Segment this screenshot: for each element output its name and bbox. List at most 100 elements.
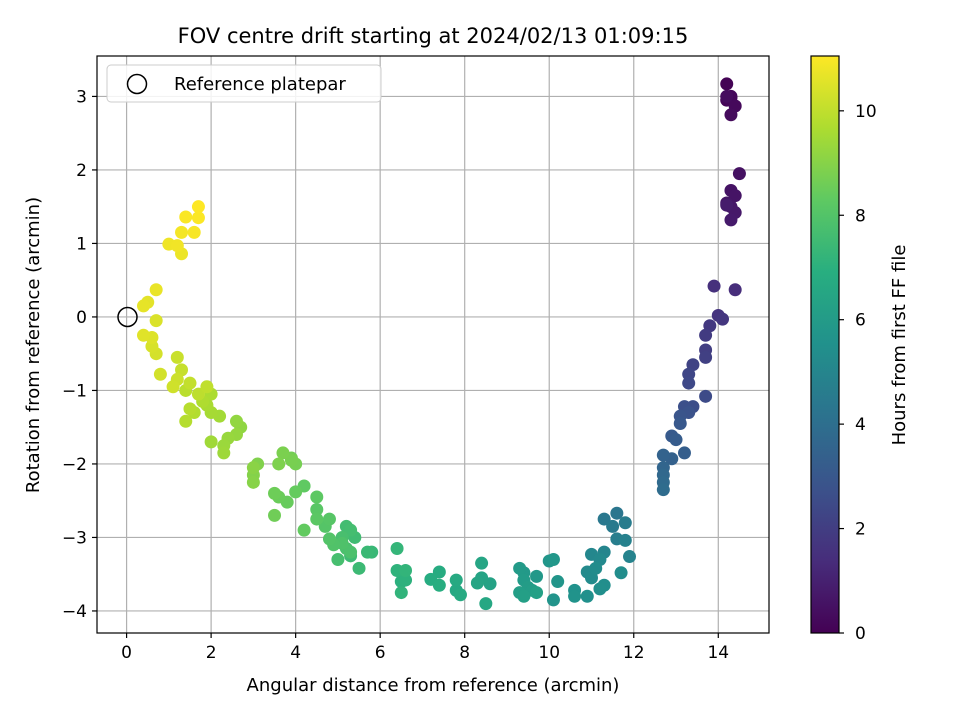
scatter-point xyxy=(618,516,632,530)
scatter-point xyxy=(183,402,197,416)
scatter-point xyxy=(618,533,632,547)
scatter-point xyxy=(344,523,358,537)
scatter-point xyxy=(720,89,734,103)
scatter-point xyxy=(610,506,624,520)
scatter-point xyxy=(432,578,446,592)
scatter-point xyxy=(568,589,582,603)
scatter-point xyxy=(246,475,260,489)
scatter-point xyxy=(170,350,184,364)
y-axis-label: Rotation from reference (arcmin) xyxy=(23,197,44,493)
plot-frame xyxy=(96,55,770,634)
scatter-point xyxy=(669,433,683,447)
x-axis-label: Angular distance from reference (arcmin) xyxy=(247,675,620,696)
colorbar-tick-label: 10 xyxy=(855,102,877,122)
colorbar-ticks: 0 2 4 6 8 10 xyxy=(839,102,877,644)
scatter-point xyxy=(551,575,565,589)
y-axis-ticks: −4 −3 −2 −1 0 1 2 3 xyxy=(62,87,97,622)
scatter-point xyxy=(399,564,413,578)
scatter-point xyxy=(530,586,544,600)
scatter-point xyxy=(200,380,214,394)
scatter-point xyxy=(699,389,713,403)
y-tick-label: −4 xyxy=(62,602,87,622)
scatter-point xyxy=(390,541,404,555)
scatter-point xyxy=(707,279,721,293)
scatter-point xyxy=(276,446,290,460)
scatter-point xyxy=(289,485,303,499)
scatter-point xyxy=(149,283,163,297)
scatter-point xyxy=(352,561,366,575)
legend-entry-reference: Reference platepar xyxy=(174,74,346,95)
scatter-point xyxy=(272,457,286,471)
scatter-point xyxy=(191,200,205,214)
scatter-point xyxy=(453,588,467,602)
scatter-point xyxy=(623,550,637,564)
scatter-point xyxy=(673,417,687,431)
scatter-point xyxy=(229,414,243,428)
scatter-point xyxy=(268,508,282,522)
scatter-point xyxy=(310,490,324,504)
x-tick-label: 6 xyxy=(375,643,386,663)
scatter-point xyxy=(399,573,413,587)
scatter-point xyxy=(593,582,607,596)
scatter-point xyxy=(589,561,603,575)
scatter-point xyxy=(724,213,738,227)
scatter-point xyxy=(191,211,205,225)
scatter-point xyxy=(606,519,620,533)
legend: Reference platepar xyxy=(106,64,382,103)
colorbar-tick-label: 8 xyxy=(855,206,866,226)
scatter-point xyxy=(297,523,311,537)
scatter-point xyxy=(682,376,696,390)
scatter-point xyxy=(204,435,218,449)
y-tick-label: 0 xyxy=(76,308,87,328)
colorbar-tick-label: 0 xyxy=(855,624,866,644)
scatter-point xyxy=(517,589,531,603)
scatter-point xyxy=(656,483,670,497)
scatter-point xyxy=(322,512,336,526)
scatter-point xyxy=(699,328,713,342)
colorbar-gradient xyxy=(810,55,840,634)
scatter-point xyxy=(597,512,611,526)
scatter-point xyxy=(449,573,463,587)
scatter-point xyxy=(614,566,628,580)
scatter-point xyxy=(728,283,742,297)
scatter-point xyxy=(284,453,298,467)
colorbar-tick-label: 6 xyxy=(855,311,866,331)
scatter-point xyxy=(166,380,180,394)
scatter-point xyxy=(136,328,150,342)
x-axis-ticks: 0 2 4 6 8 10 12 14 xyxy=(121,633,729,663)
scatter-point xyxy=(728,189,742,203)
y-tick-label: −3 xyxy=(62,528,87,548)
scatter-point xyxy=(394,586,408,600)
x-tick-label: 10 xyxy=(538,643,560,663)
y-tick-label: 1 xyxy=(76,234,87,254)
legend-reference-marker xyxy=(126,73,148,95)
scatter-point xyxy=(344,545,358,559)
scatter-point xyxy=(217,446,231,460)
scatter-point xyxy=(331,552,345,566)
legend-box xyxy=(106,64,382,103)
x-tick-label: 0 xyxy=(121,643,132,663)
x-tick-label: 12 xyxy=(623,643,645,663)
scatter-point xyxy=(530,569,544,583)
y-tick-label: −2 xyxy=(62,455,87,475)
scatter-point xyxy=(677,446,691,460)
reference-platepar-marker xyxy=(117,306,138,328)
scatter-point xyxy=(179,210,193,224)
scatter-point xyxy=(580,589,594,603)
scatter-point xyxy=(479,597,493,611)
x-tick-label: 8 xyxy=(459,643,470,663)
scatter-point xyxy=(246,461,260,475)
grid-lines xyxy=(97,56,769,633)
scatter-point xyxy=(546,552,560,566)
y-tick-label: 3 xyxy=(76,87,87,107)
scatter-point xyxy=(153,367,167,381)
colorbar-tick-label: 2 xyxy=(855,520,866,540)
scatter-point xyxy=(136,299,150,313)
scatter-point xyxy=(310,512,324,526)
scatter-point xyxy=(268,486,282,500)
scatter-point xyxy=(183,376,197,390)
colorbar-tick-label: 4 xyxy=(855,415,866,435)
x-tick-label: 14 xyxy=(707,643,729,663)
scatter-point xyxy=(310,503,324,517)
